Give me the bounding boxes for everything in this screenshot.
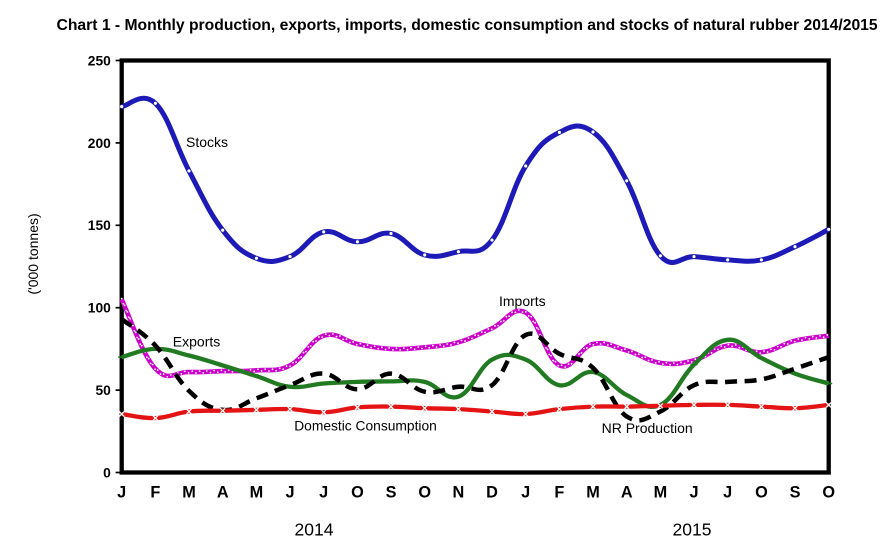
svg-text:Domestic Consumption: Domestic Consumption bbox=[294, 418, 437, 433]
svg-text:('000 tonnes): ('000 tonnes) bbox=[25, 213, 41, 294]
svg-text:N: N bbox=[453, 484, 465, 502]
svg-text:J: J bbox=[521, 484, 530, 502]
svg-text:S: S bbox=[790, 484, 801, 502]
svg-text:J: J bbox=[689, 484, 698, 502]
svg-text:Imports: Imports bbox=[499, 293, 546, 309]
svg-text:NR Production: NR Production bbox=[602, 420, 693, 436]
svg-text:200: 200 bbox=[88, 136, 111, 151]
svg-text:Chart 1 - Monthly production,: Chart 1 - Monthly production, exports, i… bbox=[57, 17, 878, 34]
svg-text:A: A bbox=[217, 484, 229, 502]
svg-text:O: O bbox=[822, 484, 835, 502]
svg-text:F: F bbox=[554, 484, 564, 502]
svg-text:2015: 2015 bbox=[673, 520, 712, 540]
svg-text:M: M bbox=[250, 484, 264, 502]
svg-text:A: A bbox=[621, 484, 633, 502]
svg-text:O: O bbox=[755, 484, 768, 502]
svg-text:J: J bbox=[285, 484, 294, 502]
svg-text:D: D bbox=[486, 484, 498, 502]
svg-text:150: 150 bbox=[88, 218, 111, 233]
svg-text:F: F bbox=[150, 484, 160, 502]
svg-text:J: J bbox=[319, 484, 328, 502]
svg-text:O: O bbox=[351, 484, 364, 502]
svg-text:Exports: Exports bbox=[173, 334, 220, 350]
svg-text:M: M bbox=[182, 484, 196, 502]
svg-text:M: M bbox=[586, 484, 600, 502]
svg-text:S: S bbox=[386, 484, 397, 502]
svg-text:2014: 2014 bbox=[295, 520, 334, 540]
svg-text:J: J bbox=[723, 484, 732, 502]
svg-text:100: 100 bbox=[88, 301, 111, 316]
svg-text:J: J bbox=[117, 484, 126, 502]
svg-text:50: 50 bbox=[95, 383, 111, 398]
svg-text:M: M bbox=[654, 484, 668, 502]
svg-text:O: O bbox=[418, 484, 431, 502]
svg-text:Stocks: Stocks bbox=[186, 134, 228, 150]
svg-text:250: 250 bbox=[88, 53, 111, 68]
svg-text:0: 0 bbox=[103, 465, 111, 480]
